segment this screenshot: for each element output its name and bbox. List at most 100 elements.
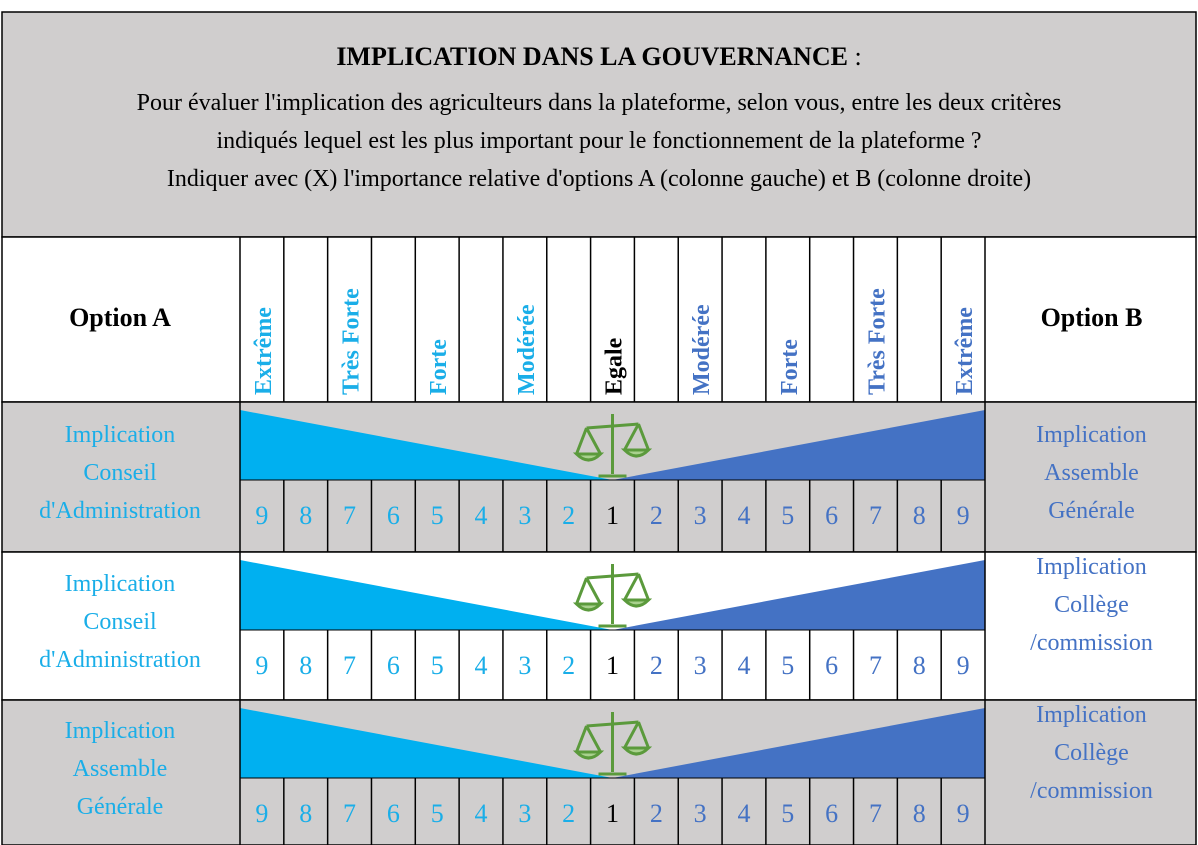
left-wedge — [240, 410, 613, 480]
balance-icon — [572, 712, 653, 776]
scale-number: 2 — [562, 501, 575, 530]
option-b-text: Collège — [1054, 740, 1129, 766]
option-b-text: Collège — [1054, 592, 1129, 618]
header-bg — [1, 11, 1197, 238]
scale-number: 6 — [387, 799, 400, 828]
scale-number: 9 — [957, 501, 970, 530]
scale-number: 7 — [869, 799, 882, 828]
option-b-text: /commission — [1030, 778, 1153, 804]
scale-number: 4 — [475, 501, 488, 530]
right-wedge — [612, 708, 985, 778]
scale-label: Très Forte — [864, 288, 890, 395]
scale-number: 5 — [431, 799, 444, 828]
scale-label: Modérée — [514, 304, 540, 395]
scale-number: 2 — [650, 501, 663, 530]
scale-number: 5 — [431, 501, 444, 530]
title-suffix: : — [847, 42, 862, 71]
option-a-text: Implication — [64, 571, 176, 597]
scale-label: Extrême — [952, 307, 978, 395]
scale-number: 4 — [475, 799, 488, 828]
option-b-text: /commission — [1030, 630, 1153, 656]
scale-number: 4 — [475, 651, 488, 680]
scale-number: 3 — [518, 651, 531, 680]
option-b-text: Assemble — [1044, 460, 1139, 486]
scale-number: 6 — [387, 651, 400, 680]
scale-number: 1 — [606, 799, 619, 828]
scale-number: 7 — [343, 501, 356, 530]
left-wedge — [240, 708, 613, 778]
balance-pan — [620, 721, 653, 756]
option-b-text: Implication — [1036, 422, 1147, 448]
scale-number: 7 — [869, 651, 882, 680]
scale-number: 6 — [387, 501, 400, 530]
title-line: IMPLICATION DANS LA GOUVERNANCE : — [0, 42, 1198, 72]
scale-number: 8 — [913, 799, 926, 828]
scale-number: 4 — [737, 799, 750, 828]
right-wedge — [612, 410, 985, 480]
option-b-header: Option B — [1040, 303, 1143, 332]
scale-label: Très Forte — [339, 288, 365, 395]
scale-number: 9 — [957, 799, 970, 828]
header-line: indiqués lequel est les plus important p… — [216, 128, 982, 154]
option-a-text: Conseil — [83, 460, 157, 486]
option-b-text: Implication — [1036, 554, 1147, 580]
scale-number: 5 — [781, 501, 794, 530]
balance-pan — [572, 725, 605, 760]
title: IMPLICATION DANS LA GOUVERNANCE — [336, 42, 848, 71]
option-a-text: Implication — [64, 717, 176, 744]
scale-number: 2 — [562, 799, 575, 828]
scale-number: 8 — [913, 651, 926, 680]
option-a-header: Option A — [69, 303, 171, 332]
scale-number: 2 — [562, 651, 575, 680]
scale-number: 5 — [781, 799, 794, 828]
scale-label: Egale — [602, 337, 628, 395]
option-a-text: d'Administration — [39, 498, 201, 524]
balance-icon — [572, 564, 653, 628]
option-b-text: Générale — [1048, 498, 1135, 524]
balance-beam — [586, 720, 639, 728]
balance-pan — [620, 573, 653, 608]
scale-number: 2 — [650, 799, 663, 828]
balance-pan — [572, 577, 605, 612]
option-a-text: Générale — [76, 793, 164, 820]
balance-pan — [620, 423, 653, 458]
header-row — [1, 236, 1197, 403]
scale-number: 3 — [694, 651, 707, 680]
balance-beam — [586, 572, 639, 580]
scale-number: 3 — [518, 501, 531, 530]
scale-number: 6 — [825, 501, 838, 530]
left-wedge — [240, 560, 613, 630]
scale-number: 8 — [299, 651, 312, 680]
scale-number: 4 — [737, 501, 750, 530]
option-a-text: Implication — [64, 422, 176, 448]
scale-number: 7 — [343, 799, 356, 828]
right-wedge — [612, 560, 985, 630]
option-a-text: Assemble — [72, 755, 168, 782]
scale-number: 6 — [825, 651, 838, 680]
scale-number: 6 — [825, 799, 838, 828]
balance-pan — [572, 427, 605, 462]
scale-number: 1 — [606, 651, 619, 680]
scale-number: 5 — [431, 651, 444, 680]
option-b-text: Implication — [1036, 702, 1147, 728]
scale-number: 9 — [957, 651, 970, 680]
option-a-text: Conseil — [83, 609, 157, 635]
scale-number: 3 — [694, 799, 707, 828]
scale-number: 8 — [913, 501, 926, 530]
scale-label: Forte — [426, 339, 452, 395]
scale-label: Modérée — [689, 304, 715, 395]
scale-number: 8 — [299, 501, 312, 530]
scale-number: 4 — [737, 651, 750, 680]
scale-number: 7 — [869, 501, 882, 530]
scale-number: 3 — [518, 799, 531, 828]
header-line: Indiquer avec (X) l'importance relative … — [166, 166, 1032, 192]
balance-icon — [572, 414, 653, 478]
scale-number: 9 — [255, 799, 268, 828]
scale-number: 2 — [650, 651, 663, 680]
scale-number: 1 — [606, 501, 619, 530]
scale-label: Forte — [777, 339, 803, 395]
scale-number: 8 — [299, 799, 312, 828]
scale-number: 5 — [781, 651, 794, 680]
scale-label: Extrême — [251, 307, 277, 395]
